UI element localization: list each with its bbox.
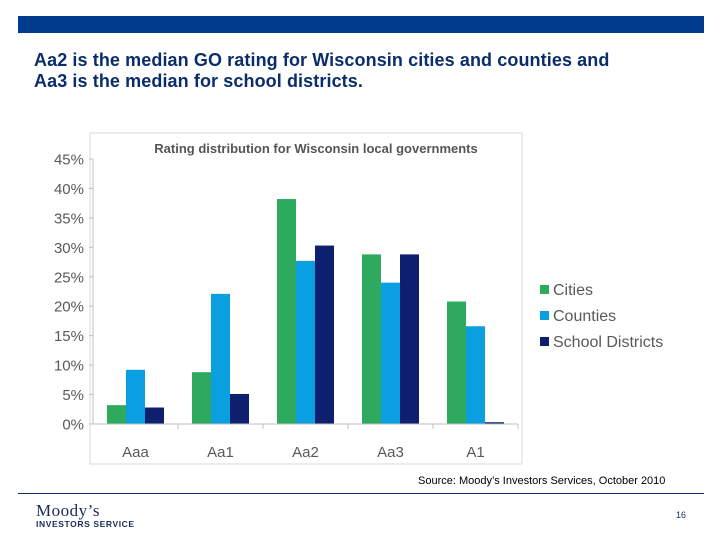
bar-school-districts bbox=[485, 422, 504, 424]
bar-counties bbox=[296, 260, 315, 424]
page-number: 16 bbox=[676, 510, 687, 520]
y-tick-label: 20% bbox=[54, 299, 84, 316]
bar-school-districts bbox=[400, 254, 419, 424]
bar-school-districts bbox=[315, 245, 334, 424]
bar-cities bbox=[277, 199, 296, 424]
y-tick-label: 30% bbox=[54, 240, 84, 257]
slide-title: Aa2 is the median GO rating for Wisconsi… bbox=[34, 50, 694, 92]
footer-divider bbox=[18, 493, 704, 494]
y-tick-label: 5% bbox=[62, 387, 84, 404]
legend-label: Counties bbox=[553, 308, 616, 325]
bar-cities bbox=[192, 372, 211, 424]
bar-counties bbox=[381, 282, 400, 424]
slide-title-line-1: Aa2 is the median GO rating for Wisconsi… bbox=[34, 50, 610, 70]
x-tick-label: Aaa bbox=[122, 444, 149, 461]
y-tick-label: 15% bbox=[54, 328, 84, 345]
y-tick-label: 35% bbox=[54, 210, 84, 227]
y-tick-label: 40% bbox=[54, 181, 84, 198]
bar-cities bbox=[107, 405, 126, 424]
legend-swatch bbox=[540, 337, 549, 346]
y-tick-label: 0% bbox=[62, 417, 84, 434]
legend-label: School Districts bbox=[553, 334, 663, 351]
y-tick-label: 45% bbox=[54, 152, 84, 169]
x-tick-label: Aa3 bbox=[377, 444, 404, 461]
bar-cities bbox=[447, 301, 466, 424]
slide-title-line-2: Aa3 is the median for school districts. bbox=[34, 71, 363, 91]
x-tick-label: A1 bbox=[466, 444, 484, 461]
legend-swatch bbox=[540, 311, 549, 320]
bar-school-districts bbox=[145, 407, 164, 424]
y-tick-label: 25% bbox=[54, 269, 84, 286]
bar-cities bbox=[362, 254, 381, 424]
x-tick-label: Aa1 bbox=[207, 444, 234, 461]
legend-label: Cities bbox=[553, 282, 593, 299]
bar-counties bbox=[211, 293, 230, 424]
bar-counties bbox=[126, 369, 145, 424]
moodys-logo: Moody’s INVESTORS SERVICE bbox=[36, 502, 135, 529]
legend-swatch bbox=[540, 285, 549, 294]
x-tick-label: Aa2 bbox=[292, 444, 319, 461]
source-note: Source: Moody’s Investors Services, Octo… bbox=[418, 475, 666, 487]
y-tick-label: 10% bbox=[54, 358, 84, 375]
chart-area-border bbox=[89, 132, 523, 465]
bar-counties bbox=[466, 326, 485, 424]
chart-title: Rating distribution for Wisconsin local … bbox=[154, 141, 477, 156]
top-banner-bar bbox=[18, 16, 704, 33]
bar-school-districts bbox=[230, 393, 249, 424]
logo-subtitle: INVESTORS SERVICE bbox=[36, 519, 135, 529]
logo-wordmark: Moody’s bbox=[36, 501, 100, 520]
